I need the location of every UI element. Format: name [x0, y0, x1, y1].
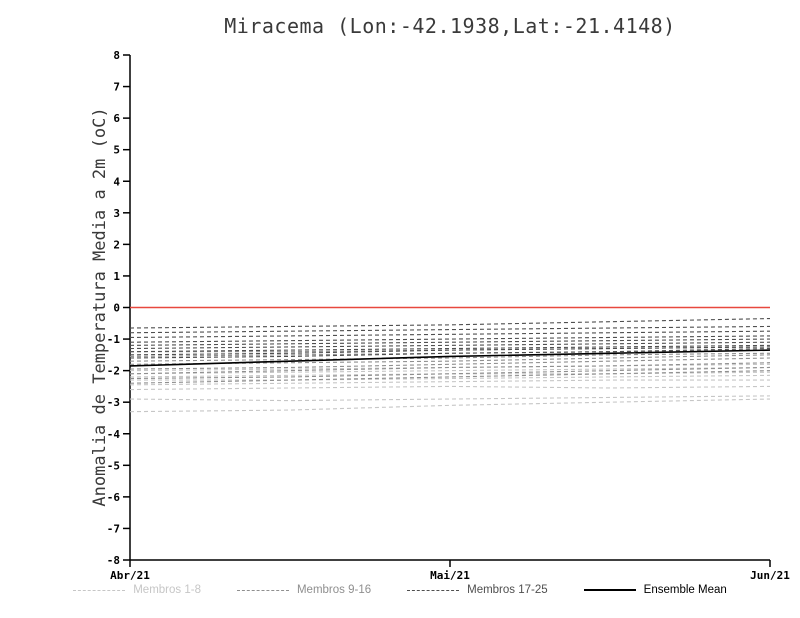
y-tick-label: -2	[107, 365, 120, 378]
member-line	[129, 344, 771, 353]
member-line	[129, 341, 771, 350]
legend-item: Membros 17-25	[407, 584, 548, 596]
y-tick-label: 5	[113, 144, 120, 157]
x-tick-label: Jun/21	[750, 569, 790, 582]
dashed-line-swatch	[236, 589, 289, 591]
dashed-line-swatch	[407, 589, 460, 591]
member-line	[129, 352, 771, 362]
y-tick-label: -5	[107, 459, 120, 472]
member-line	[129, 398, 771, 413]
solid-line-swatch	[583, 589, 636, 591]
member-line	[130, 374, 771, 381]
chart-title: Miracema (Lon:-42.1938,Lat:-21.4148)	[224, 14, 676, 38]
dashed-line-swatch	[73, 589, 126, 591]
member-line	[129, 362, 771, 375]
y-tick-label: -7	[107, 522, 120, 535]
x-tick-label: Abr/21	[110, 569, 150, 582]
member-line	[129, 317, 771, 329]
y-tick-label: 7	[113, 81, 120, 94]
legend-item: Membros 1-8	[73, 584, 201, 596]
y-tick-label: 1	[113, 270, 120, 283]
y-tick-label: 8	[113, 49, 120, 62]
member-line	[129, 349, 771, 357]
y-tick-label: -1	[107, 333, 121, 346]
legend: Membros 1-8 Membros 9-16 Membros 17-25 Ense…	[0, 584, 800, 596]
y-tick-label: -6	[107, 491, 121, 504]
member-line	[129, 370, 771, 384]
member-line	[129, 366, 771, 375]
member-line	[129, 330, 771, 339]
y-tick-label: 3	[113, 207, 120, 220]
member-line	[129, 371, 771, 378]
member-line	[130, 346, 771, 353]
legend-label: Membros 17-25	[467, 584, 548, 596]
y-tick-label: -3	[107, 396, 120, 409]
legend-item: Membros 9-16	[236, 584, 372, 596]
member-line	[129, 347, 771, 359]
member-line	[129, 357, 771, 370]
y-tick-label: 4	[113, 175, 120, 188]
member-line	[129, 325, 771, 334]
y-tick-label: -8	[107, 554, 120, 567]
member-line	[129, 366, 771, 380]
member-line	[129, 385, 771, 391]
y-tick-label: 0	[113, 302, 120, 315]
y-tick-label: 2	[113, 238, 120, 251]
legend-label: Membros 9-16	[296, 584, 372, 596]
member-line	[129, 363, 771, 372]
member-line	[129, 395, 771, 402]
legend-label: Membros 1-8	[133, 584, 201, 596]
member-line	[129, 379, 770, 386]
ensemble-mean-line	[129, 349, 771, 367]
member-line	[129, 338, 771, 346]
x-tick-label: Mai/21	[430, 569, 470, 582]
member-line	[129, 335, 771, 343]
legend-label: Ensemble Mean	[643, 584, 727, 596]
legend-item: Ensemble Mean	[583, 584, 727, 596]
y-tick-label: -4	[107, 428, 121, 441]
member-line	[129, 346, 771, 356]
y-tick-label: 6	[113, 112, 120, 125]
